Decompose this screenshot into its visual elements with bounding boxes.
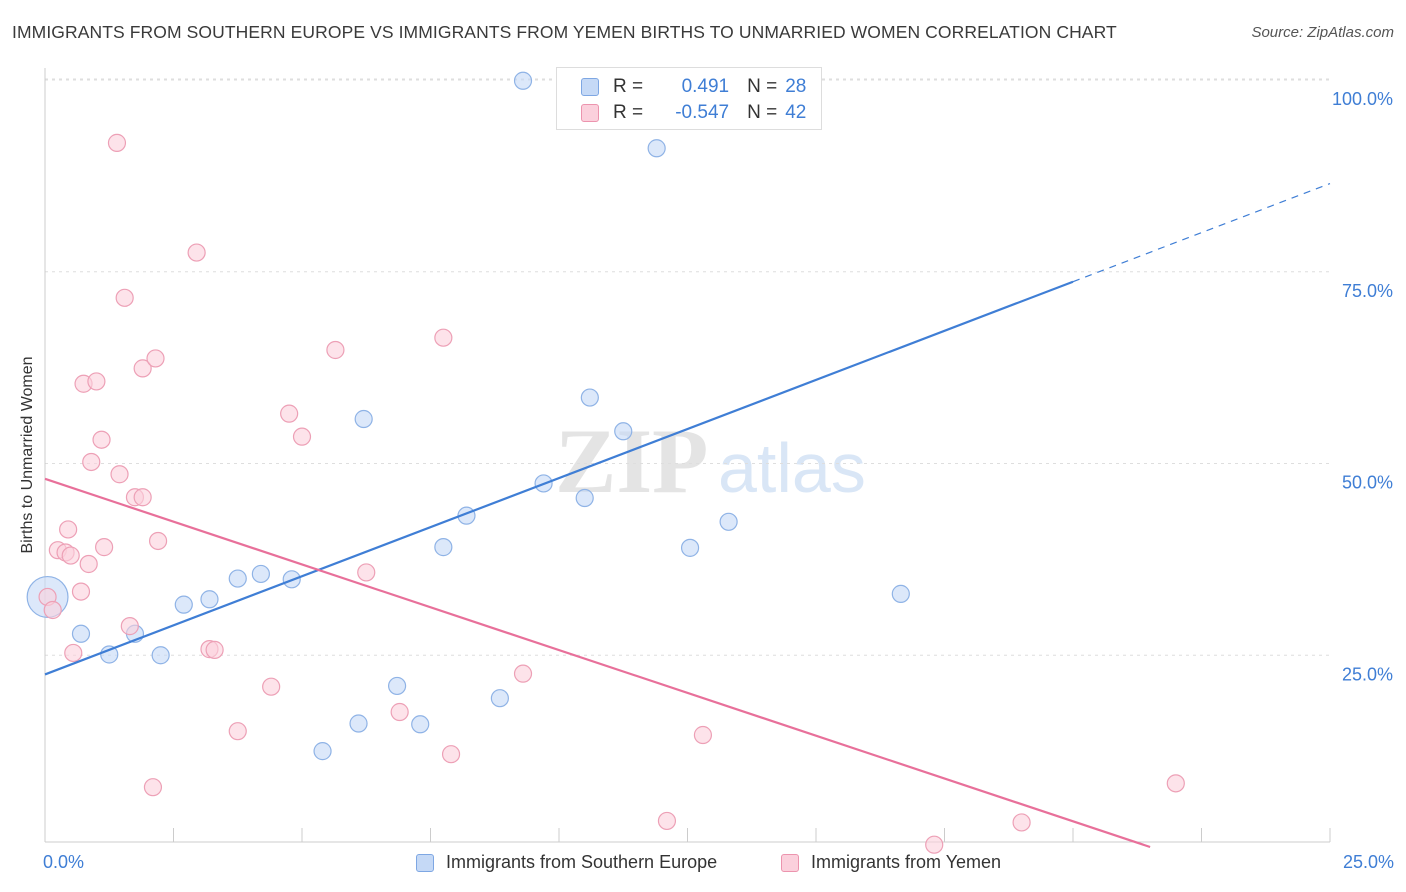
point-southern-europe bbox=[174, 595, 193, 614]
point-southern-europe bbox=[434, 538, 453, 557]
point-southern-europe bbox=[151, 646, 170, 665]
point-yemen bbox=[513, 664, 533, 683]
legend-swatch-pink bbox=[781, 853, 799, 872]
point-yemen bbox=[390, 702, 409, 722]
point-yemen bbox=[693, 725, 713, 745]
point-yemen bbox=[64, 643, 83, 663]
point-yemen bbox=[143, 778, 163, 797]
point-yemen bbox=[82, 452, 101, 472]
point-yemen bbox=[146, 349, 165, 368]
point-yemen bbox=[110, 465, 129, 484]
n-value-pink: 42 bbox=[785, 102, 807, 123]
point-yemen bbox=[71, 582, 91, 601]
watermark-atlas: atlas bbox=[718, 429, 866, 507]
n-value-blue: 28 bbox=[785, 76, 807, 97]
y-tick-label: 50.0% bbox=[1342, 473, 1393, 493]
point-yemen bbox=[441, 745, 461, 764]
series-legend: Immigrants from Southern Europe Immigran… bbox=[0, 852, 1406, 878]
source-label: Source: ZipAtlas.com bbox=[1251, 24, 1394, 41]
correlation-row-pink: R = -0.547 N = 42 bbox=[581, 101, 806, 125]
r-value-pink: -0.547 bbox=[675, 102, 730, 123]
point-yemen bbox=[357, 563, 376, 582]
r-value-blue: 0.491 bbox=[681, 76, 730, 97]
pink-swatch bbox=[581, 104, 599, 122]
x-tick-label-max: 25.0% bbox=[1342, 852, 1394, 872]
r-label-pink: R = bbox=[613, 102, 644, 123]
point-yemen bbox=[228, 722, 247, 741]
blue-swatch bbox=[581, 78, 599, 96]
point-southern-europe bbox=[575, 488, 594, 508]
point-southern-europe bbox=[349, 714, 368, 733]
y-tick-label: 25.0% bbox=[1342, 664, 1393, 684]
trend-line-yemen bbox=[44, 477, 1151, 849]
point-yemen bbox=[87, 372, 106, 391]
point-yemen bbox=[292, 427, 312, 446]
point-yemen bbox=[59, 520, 78, 539]
point-yemen bbox=[95, 538, 114, 557]
y-tick-label: 75.0% bbox=[1342, 281, 1393, 301]
legend-label-yemen: Immigrants from Yemen bbox=[811, 852, 1002, 872]
point-yemen bbox=[115, 288, 134, 307]
trend-line-southern-europe bbox=[44, 280, 1074, 676]
point-yemen bbox=[1012, 813, 1031, 832]
n-label-pink: N = bbox=[747, 102, 778, 123]
chart-title: IMMIGRANTS FROM SOUTHERN EUROPE VS IMMIG… bbox=[12, 22, 1117, 42]
point-southern-europe bbox=[100, 645, 119, 664]
point-southern-europe bbox=[719, 512, 738, 531]
point-southern-europe bbox=[513, 71, 533, 90]
point-southern-europe bbox=[251, 564, 270, 584]
point-yemen bbox=[120, 617, 139, 636]
point-yemen bbox=[1166, 774, 1185, 793]
point-yemen bbox=[434, 328, 453, 347]
point-southern-europe bbox=[228, 569, 247, 588]
point-southern-europe bbox=[680, 538, 700, 557]
correlation-row-blue: R = 0.491 N = 28 bbox=[581, 75, 806, 99]
point-yemen bbox=[262, 677, 281, 696]
y-axis-label: Births to Unmarried Women bbox=[19, 356, 36, 554]
point-southern-europe bbox=[580, 388, 599, 407]
y-tick-label: 100.0% bbox=[1332, 89, 1393, 109]
point-southern-europe bbox=[200, 590, 219, 609]
point-southern-europe bbox=[647, 139, 666, 158]
point-southern-europe bbox=[71, 624, 91, 643]
point-yemen bbox=[79, 554, 98, 574]
point-yemen bbox=[92, 430, 111, 449]
point-yemen bbox=[133, 488, 152, 507]
legend-item-yemen[interactable]: Immigrants from Yemen bbox=[781, 852, 1001, 873]
point-yemen bbox=[148, 531, 168, 551]
point-yemen bbox=[205, 640, 224, 659]
x-tick-label-min: 0.0% bbox=[43, 852, 85, 872]
n-label-blue: N = bbox=[747, 76, 778, 97]
point-southern-europe bbox=[891, 584, 910, 603]
point-yemen bbox=[43, 600, 62, 620]
point-yemen bbox=[187, 243, 206, 262]
legend-swatch-blue bbox=[416, 853, 434, 872]
legend-label-southern-europe: Immigrants from Southern Europe bbox=[446, 852, 718, 872]
point-yemen bbox=[107, 133, 127, 152]
point-yemen bbox=[280, 404, 299, 423]
point-southern-europe bbox=[490, 689, 509, 708]
point-yemen bbox=[925, 835, 944, 854]
point-southern-europe bbox=[387, 676, 407, 696]
legend-item-southern-europe[interactable]: Immigrants from Southern Europe bbox=[416, 852, 717, 873]
correlation-legend: R = 0.491 N = 28 R = -0.547 N = 42 bbox=[556, 67, 822, 130]
point-southern-europe bbox=[313, 742, 332, 761]
point-southern-europe bbox=[411, 715, 430, 734]
point-yemen bbox=[133, 359, 152, 378]
point-yemen bbox=[61, 546, 80, 565]
point-southern-europe bbox=[614, 422, 633, 441]
r-label-blue: R = bbox=[613, 76, 644, 97]
point-yemen bbox=[657, 811, 677, 831]
point-yemen bbox=[326, 340, 345, 360]
point-southern-europe bbox=[354, 409, 373, 429]
trend-line-extension bbox=[1072, 182, 1331, 283]
